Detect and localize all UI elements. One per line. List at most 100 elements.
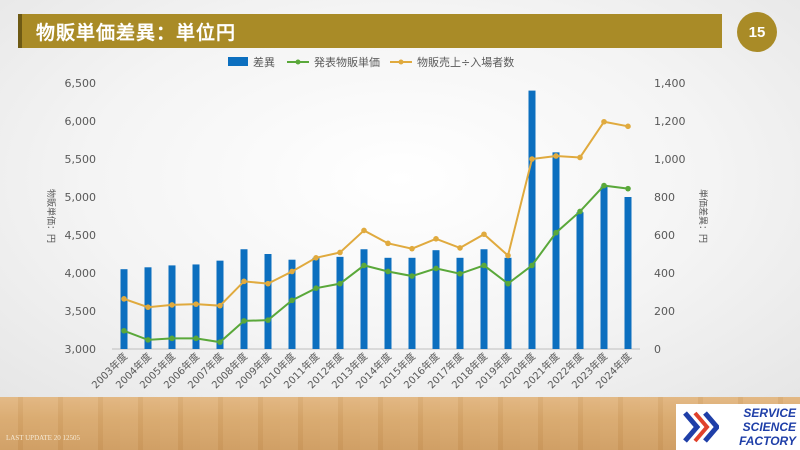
line-happyo-tanka-point [265, 317, 271, 323]
line-happyo-tanka-point [433, 265, 439, 272]
bar-sagi [336, 256, 344, 349]
line-happyo-tanka-point [505, 280, 511, 287]
line-butsuhan-per-visitor-point [553, 153, 559, 159]
y-left-tick-label: 4,500 [65, 229, 97, 242]
y-left-tick-label: 3,500 [65, 305, 97, 318]
logo-text-service: SERVICE [743, 406, 796, 420]
line-happyo-tanka-point [241, 318, 247, 324]
line-happyo-tanka-point [553, 229, 559, 236]
bar-sagi [576, 212, 584, 349]
line-happyo-tanka-point [289, 297, 295, 304]
line-happyo-tanka-point [337, 280, 343, 287]
combo-chart: 3,000 3,500 4,000 4,500 5,000 5,500 6,000 6,500… [45, 55, 709, 391]
line-happyo-tanka-point [313, 285, 319, 292]
y-right-axis-title: 単価差異：円 [697, 189, 709, 243]
line-happyo-tanka [123, 184, 629, 344]
line-butsuhan-per-visitor-point [457, 245, 463, 251]
line-butsuhan-per-visitor-point [601, 118, 607, 125]
y-right-tick-label: 1,400 [654, 77, 686, 90]
logo-text-science: SCIENCE [742, 420, 796, 434]
page-number-badge: 15 [737, 12, 777, 52]
line-butsuhan-per-visitor-point [289, 268, 295, 275]
y-left-tick-label: 5,500 [65, 153, 97, 166]
y-left-tick-label: 4,000 [65, 267, 97, 280]
line-butsuhan-per-visitor-point [409, 245, 415, 252]
title-bar: 物販単価差異：単位円 [18, 14, 722, 48]
y-left-tick-label: 6,000 [65, 115, 97, 128]
line-happyo-tanka-point [193, 335, 199, 342]
y-right-tick-label: 200 [654, 305, 675, 318]
line-happyo-tanka-point [361, 262, 367, 269]
line-happyo-tanka-point [145, 337, 151, 343]
line-happyo-tanka-point [217, 339, 223, 345]
bar-sagi [120, 269, 128, 349]
line-butsuhan-per-visitor-point [313, 254, 319, 261]
line-butsuhan-per-visitor-point [241, 278, 247, 285]
legend-label-green: 発表物販単価 [314, 55, 380, 69]
y-left-axis-title: 物販単価：円 [45, 189, 57, 243]
y-right-tick-label: 1,200 [654, 115, 686, 128]
line-butsuhan-per-visitor-point [361, 227, 367, 234]
bar-sagi [456, 257, 464, 349]
y-left-tick-label: 3,000 [65, 343, 97, 356]
line-happyo-tanka-point [409, 273, 415, 279]
line-butsuhan-per-visitor-point [529, 156, 535, 162]
line-butsuhan-per-visitor-point [265, 280, 271, 287]
y-right-tick-label: 800 [654, 191, 675, 204]
y-left-tick-label: 6,500 [65, 77, 97, 90]
y-right-tick-label: 1,000 [654, 153, 686, 166]
bar-sagi [480, 249, 488, 349]
legend-label-gold: 物販売上÷入場者数 [417, 55, 514, 69]
line-butsuhan-per-visitor-point [385, 240, 391, 247]
line-butsuhan-per-visitor-point [625, 123, 631, 130]
bar-sagi [624, 197, 632, 349]
y-right-tick-label: 0 [654, 343, 661, 356]
bar-sagi [504, 257, 512, 349]
line-happyo-tanka-point [121, 327, 127, 334]
y-left-tick-label: 5,000 [65, 191, 97, 204]
slide-title: 物販単価差異：単位円 [36, 22, 237, 44]
line-butsuhan-per-visitor-point [145, 304, 151, 311]
line-happyo-tanka-point [481, 262, 487, 269]
line-butsuhan-per-visitor-point [433, 236, 439, 242]
line-happyo-tanka-point [529, 262, 535, 269]
logo-text-factory: FACTORY [739, 434, 796, 448]
line-happyo-tanka-point [577, 208, 583, 215]
bar-sagi [288, 259, 296, 349]
line-butsuhan-per-visitor-point [337, 249, 343, 256]
line-happyo-tanka-point [625, 185, 631, 192]
bar-sagi [384, 257, 392, 349]
bar-sagi [264, 254, 272, 349]
bar-sagi [312, 257, 320, 349]
bar-sagi [408, 257, 416, 349]
bar-sagi [360, 249, 368, 349]
line-butsuhan-per-visitor-point [505, 252, 511, 259]
bar-sagi [240, 249, 248, 349]
legend-label-bar: 差異 [253, 55, 275, 69]
line-butsuhan-per-visitor-point [193, 301, 199, 307]
line-butsuhan-per-visitor [123, 120, 629, 309]
sss-logo-icon: SERVICE SCIENCE FACTORY [676, 404, 800, 450]
line-butsuhan-per-visitor-point [481, 231, 487, 238]
bar-sagi [528, 90, 536, 349]
legend-marker-gold [398, 59, 404, 65]
legend-swatch-bar [228, 57, 248, 66]
slide-background [0, 0, 800, 397]
line-butsuhan-per-visitor-point [217, 302, 223, 309]
line-butsuhan-per-visitor-point [121, 296, 127, 302]
line-butsuhan-per-visitor-point [169, 302, 175, 308]
y-right-tick-label: 600 [654, 229, 675, 242]
bar-sagi [552, 152, 560, 349]
logo-mark-icon [683, 411, 719, 443]
line-happyo-tanka-point [457, 270, 463, 277]
line-butsuhan-per-visitor-point [577, 154, 583, 161]
legend-marker-green [295, 59, 301, 65]
line-happyo-tanka-point [385, 268, 391, 275]
bar-sagi [432, 250, 440, 349]
wood-footer [0, 397, 800, 450]
line-happyo-tanka-point [169, 335, 175, 342]
line-happyo-tanka-point [601, 182, 607, 189]
last-update-note: LAST UPDATE 20 12505 [6, 434, 80, 442]
y-right-tick-label: 400 [654, 267, 675, 280]
bar-sagi [600, 186, 608, 349]
